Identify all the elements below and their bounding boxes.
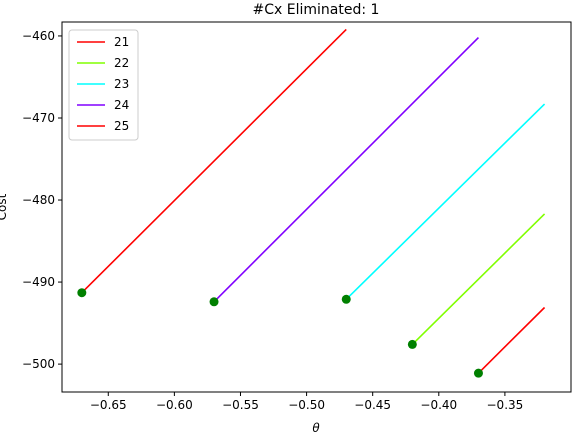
data-point-24: [209, 297, 219, 307]
plot-area: [61, 21, 572, 393]
x-tick-label: −0.50: [288, 398, 325, 412]
marker-group: [77, 288, 483, 378]
y-tick-label: −490: [22, 275, 55, 289]
data-point-21: [473, 368, 483, 378]
y-tick-label: −500: [22, 357, 55, 371]
legend-label-23: 23: [114, 77, 129, 91]
legend-box: [68, 29, 139, 141]
series-group: [81, 28, 546, 374]
x-tick-label: −0.55: [222, 398, 259, 412]
legend: 21 22 23 24 25: [68, 29, 139, 141]
y-axis-ticks: −500 −490 −480 −470 −460: [22, 29, 62, 371]
y-axis-label: Cost: [0, 193, 9, 220]
x-tick-label: −0.35: [487, 398, 524, 412]
series-line-22: [411, 213, 546, 345]
data-point-22: [407, 339, 417, 349]
x-axis-ticks: −0.65 −0.60 −0.55 −0.50 −0.45 −0.40 −0.35: [90, 392, 523, 412]
series-line-24: [213, 37, 480, 303]
plot-frame: [61, 21, 572, 393]
x-axis-label: θ: [312, 421, 320, 435]
y-tick-label: −470: [22, 111, 55, 125]
x-tick-label: −0.40: [420, 398, 457, 412]
y-tick-label: −480: [22, 193, 55, 207]
legend-label-21: 21: [114, 35, 129, 49]
series-line-23: [345, 103, 546, 300]
x-tick-label: −0.65: [90, 398, 127, 412]
y-tick-label: −460: [22, 29, 55, 43]
legend-label-22: 22: [114, 56, 129, 70]
series-line-21: [477, 306, 546, 374]
legend-label-24: 24: [114, 98, 129, 112]
data-point-25: [77, 288, 87, 298]
data-point-23: [341, 294, 351, 304]
x-tick-label: −0.60: [156, 398, 193, 412]
chart-title: #Cx Eliminated: 1: [253, 2, 380, 18]
x-tick-label: −0.45: [354, 398, 391, 412]
legend-label-25: 25: [114, 119, 129, 133]
series-line-25: [81, 28, 347, 294]
